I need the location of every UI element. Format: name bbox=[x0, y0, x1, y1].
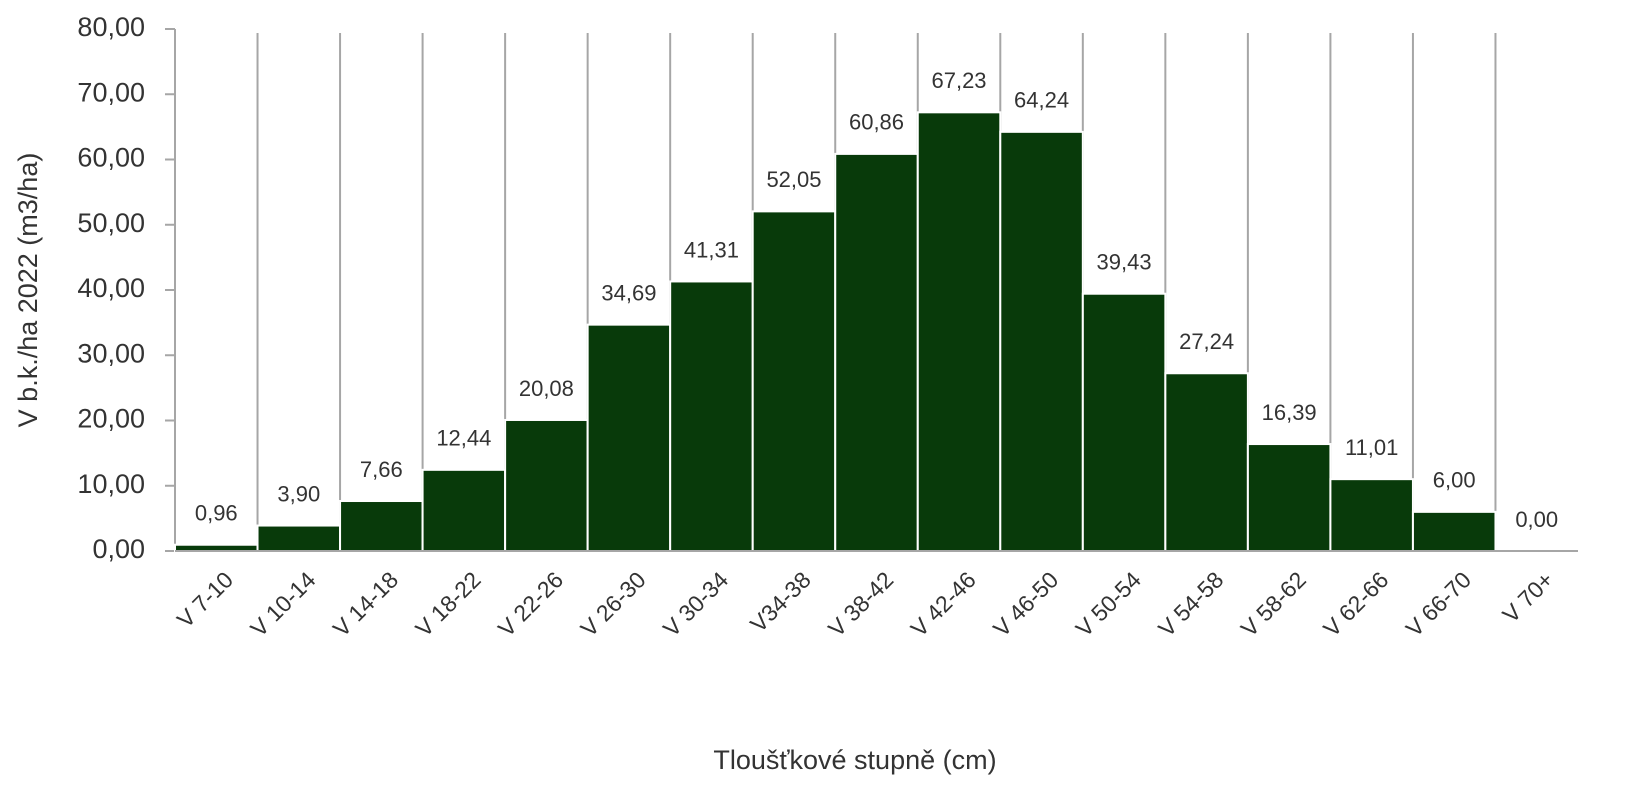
data-label: 11,01 bbox=[1345, 435, 1398, 460]
data-label: 64,24 bbox=[1014, 88, 1069, 113]
y-tick-label: 50,00 bbox=[77, 208, 145, 238]
data-label: 16,39 bbox=[1262, 400, 1317, 425]
data-label: 34,69 bbox=[601, 280, 656, 305]
data-label-bg bbox=[1253, 399, 1326, 430]
data-label: 0,00 bbox=[1515, 507, 1558, 532]
data-label: 7,66 bbox=[360, 457, 403, 482]
data-label-bg bbox=[592, 279, 665, 310]
data-label: 20,08 bbox=[519, 376, 574, 401]
bar bbox=[1164, 372, 1249, 552]
bar bbox=[916, 111, 1002, 552]
data-label: 0,96 bbox=[195, 501, 238, 526]
x-tick-label: V 62-66 bbox=[1318, 566, 1393, 641]
data-label-bg bbox=[1418, 466, 1491, 497]
data-label: 67,23 bbox=[931, 68, 986, 93]
data-label-bg bbox=[1170, 328, 1243, 359]
x-tick-label: V 18-22 bbox=[410, 566, 485, 641]
data-label: 6,00 bbox=[1433, 468, 1476, 493]
x-tick-label: V 42-46 bbox=[906, 566, 981, 641]
x-tick-label: V 54-58 bbox=[1153, 566, 1228, 641]
x-tick-label: V34-38 bbox=[745, 566, 816, 637]
data-label-bg bbox=[262, 480, 335, 511]
data-label-bg bbox=[1088, 248, 1161, 279]
y-tick-label: 60,00 bbox=[77, 143, 145, 173]
x-tick-label: V 30-34 bbox=[658, 566, 733, 641]
x-tick-label: V 66-70 bbox=[1401, 566, 1476, 641]
y-tick-label: 40,00 bbox=[77, 273, 145, 303]
y-axis-title: V b.k./ha 2022 (m3/ha) bbox=[13, 153, 43, 428]
x-tick-label: V 10-14 bbox=[245, 566, 320, 641]
y-tick-label: 20,00 bbox=[77, 404, 145, 434]
y-tick-label: 30,00 bbox=[77, 338, 145, 368]
data-label-bg bbox=[757, 166, 830, 197]
x-tick-label: V 22-26 bbox=[493, 566, 568, 641]
y-tick-label: 10,00 bbox=[77, 469, 145, 499]
bar bbox=[834, 152, 919, 553]
data-label-bg bbox=[675, 236, 748, 267]
bar bbox=[1411, 510, 1497, 553]
bar bbox=[421, 468, 507, 553]
x-tick-label: V 46-50 bbox=[988, 566, 1063, 641]
bar bbox=[256, 524, 342, 552]
x-tick-label: V 26-30 bbox=[575, 566, 650, 641]
data-label: 27,24 bbox=[1179, 329, 1234, 354]
bar bbox=[586, 323, 672, 552]
data-label: 52,05 bbox=[766, 167, 821, 192]
x-tick-label: V 14-18 bbox=[328, 566, 403, 641]
bar bbox=[669, 280, 754, 552]
data-label-bg bbox=[1005, 86, 1078, 117]
bar bbox=[751, 210, 837, 552]
x-axis-title: Tloušťkové stupně (cm) bbox=[713, 745, 996, 775]
x-tick-label: V 70+ bbox=[1497, 566, 1558, 627]
bar bbox=[1081, 292, 1167, 552]
data-label-bg bbox=[510, 374, 583, 405]
data-label-bg bbox=[923, 67, 996, 98]
x-tick-label: V 58-62 bbox=[1236, 566, 1311, 641]
data-label: 3,90 bbox=[277, 481, 320, 506]
data-label: 39,43 bbox=[1097, 250, 1152, 275]
data-label: 41,31 bbox=[684, 237, 739, 262]
data-label-bg bbox=[180, 499, 253, 530]
bar bbox=[999, 130, 1084, 552]
data-label-bg bbox=[1500, 506, 1573, 536]
y-tick-label: 80,00 bbox=[77, 12, 145, 42]
x-tick-label: V 50-54 bbox=[1071, 566, 1146, 641]
data-label: 60,86 bbox=[849, 110, 904, 135]
data-label-bg bbox=[427, 424, 500, 455]
y-tick-label: 70,00 bbox=[77, 77, 145, 107]
bar bbox=[504, 418, 589, 552]
data-label-bg bbox=[1335, 434, 1408, 465]
data-label: 12,44 bbox=[436, 426, 491, 451]
x-tick-label: V 7-10 bbox=[172, 566, 238, 632]
bar bbox=[1246, 443, 1332, 552]
data-label-bg bbox=[840, 108, 913, 139]
x-tick-label: V 38-42 bbox=[823, 566, 898, 641]
y-tick-label: 0,00 bbox=[92, 534, 145, 564]
data-label-bg bbox=[345, 456, 418, 487]
bar bbox=[339, 500, 424, 552]
bar bbox=[1329, 478, 1414, 553]
